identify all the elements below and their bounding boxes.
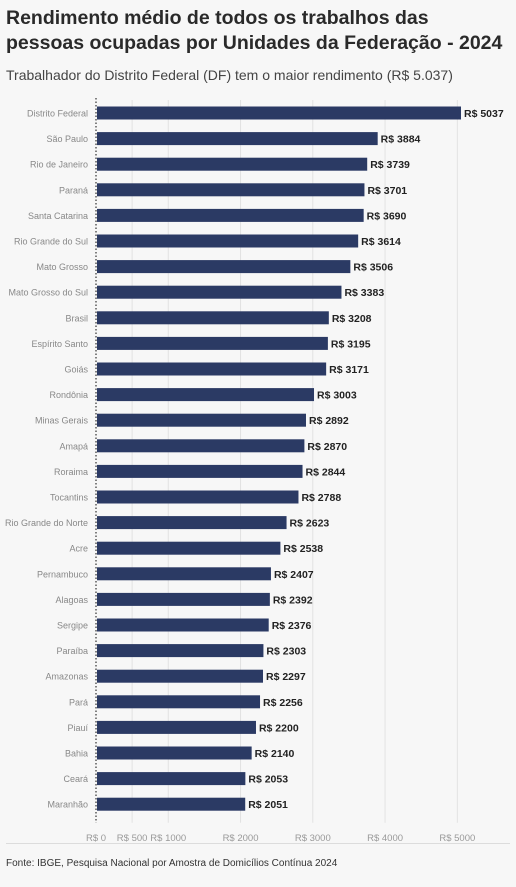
bar: [97, 285, 342, 299]
data-label: R$ 2538: [283, 543, 323, 555]
x-tick-label: R$ 500: [117, 833, 148, 842]
data-label: R$ 3383: [344, 287, 384, 299]
category-label: Amapá: [59, 441, 88, 451]
data-label: R$ 2788: [301, 492, 341, 504]
category-label: Pará: [69, 697, 88, 707]
bar: [97, 669, 263, 683]
data-label: R$ 2140: [255, 748, 295, 760]
category-label: Santa Catarina: [28, 211, 88, 221]
bar: [97, 772, 246, 786]
bar: [97, 106, 461, 120]
category-label: Minas Gerais: [35, 416, 89, 426]
category-label: Piauí: [67, 723, 88, 733]
footer-divider: [6, 843, 510, 844]
category-label: Espírito Santo: [31, 339, 88, 349]
bar: [97, 132, 378, 146]
data-label: R$ 3739: [370, 159, 410, 171]
data-label: R$ 2297: [266, 671, 306, 683]
category-label: São Paulo: [46, 134, 88, 144]
data-label: R$ 3195: [331, 338, 371, 350]
bar: [97, 260, 351, 274]
category-label: Mato Grosso do Sul: [8, 288, 88, 298]
data-label: R$ 3208: [332, 313, 372, 325]
x-tick-label: R$ 2000: [223, 833, 259, 842]
bar: [97, 695, 261, 709]
data-label: R$ 2376: [272, 620, 312, 632]
bar-chart: R$ 0 R$ 500 R$ 1000 R$ 2000 R$ 3000 R$ 4000 R$…: [5, 98, 504, 842]
category-label: Paraná: [59, 185, 88, 195]
bar: [97, 746, 252, 760]
data-label: R$ 2844: [306, 466, 346, 478]
data-label: R$ 2392: [273, 594, 313, 606]
data-label: R$ 2892: [309, 415, 349, 427]
category-label: Acre: [69, 544, 88, 554]
data-label: R$ 3171: [329, 364, 369, 376]
chart-title: Rendimento médio de todos os trabalhos d…: [6, 7, 503, 54]
data-label: R$ 3884: [381, 134, 421, 146]
category-label: Rio Grande do Norte: [5, 518, 88, 528]
data-label: R$ 2870: [307, 441, 347, 453]
bar: [97, 388, 315, 402]
bar: [97, 618, 269, 632]
data-label: R$ 2256: [263, 697, 303, 709]
category-label: Rio Grande do Sul: [14, 237, 88, 247]
category-label: Pernambuco: [37, 569, 88, 579]
source-note: Fonte: IBGE, Pesquisa Nacional por Amost…: [6, 858, 338, 869]
data-label: R$ 3506: [353, 262, 393, 274]
chart-subtitle: Trabalhador do Distrito Federal (DF) tem…: [6, 67, 453, 83]
category-label: Roraima: [54, 467, 88, 477]
bar: [97, 541, 281, 555]
bar: [97, 208, 364, 222]
bar: [97, 336, 328, 350]
category-label: Distrito Federal: [27, 109, 88, 119]
x-tick-label: R$ 0: [86, 833, 106, 842]
x-tick-label: R$ 5000: [439, 833, 475, 842]
category-label: Rondônia: [49, 390, 88, 400]
bar: [97, 234, 359, 248]
bar: [97, 644, 264, 658]
category-label: Goiás: [64, 365, 88, 375]
bar: [97, 464, 303, 478]
category-label: Maranhão: [47, 800, 88, 810]
category-label: Rio de Janeiro: [30, 160, 88, 170]
bar: [97, 183, 365, 197]
data-label: R$ 2053: [248, 774, 288, 786]
bar: [97, 439, 305, 453]
category-label: Paraíba: [56, 646, 88, 656]
category-label: Ceará: [63, 774, 88, 784]
x-tick-label: R$ 4000: [367, 833, 403, 842]
x-tick-label: R$ 3000: [295, 833, 331, 842]
category-label: Amazonas: [45, 672, 88, 682]
data-label: R$ 3003: [317, 390, 357, 402]
bar: [97, 413, 306, 427]
category-label: Brasil: [65, 313, 88, 323]
bar: [97, 157, 368, 171]
data-label: R$ 2200: [259, 722, 299, 734]
category-label: Alagoas: [55, 595, 88, 605]
data-label: R$ 2407: [274, 569, 314, 581]
data-label: R$ 2623: [290, 518, 330, 530]
bar: [97, 567, 271, 581]
data-label: R$ 3690: [367, 210, 407, 222]
data-label: R$ 3614: [361, 236, 401, 248]
data-label: R$ 3701: [367, 185, 407, 197]
bar: [97, 720, 256, 734]
bar: [97, 490, 299, 504]
bar: [97, 797, 246, 811]
bar: [97, 592, 270, 606]
data-label: R$ 2303: [266, 646, 306, 658]
data-label: R$ 2051: [248, 799, 288, 811]
bar: [97, 311, 329, 325]
x-tick-label: R$ 1000: [150, 833, 186, 842]
category-label: Sergipe: [57, 621, 88, 631]
bar: [97, 516, 287, 530]
category-label: Tocantins: [50, 493, 89, 503]
category-label: Mato Grosso: [36, 262, 88, 272]
data-label: R$ 5037: [464, 108, 504, 120]
category-label: Bahia: [65, 749, 88, 759]
bar: [97, 362, 327, 376]
